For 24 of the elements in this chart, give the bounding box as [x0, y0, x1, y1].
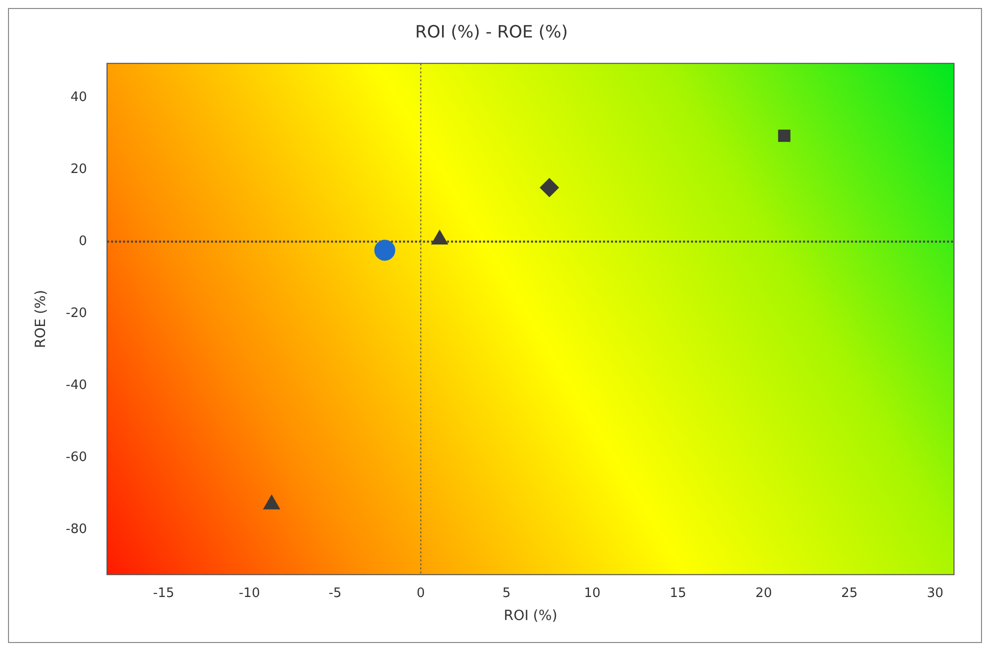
- y-tick-label: -80: [66, 522, 88, 537]
- y-tick-label: -60: [66, 450, 88, 465]
- x-tick-label: -15: [152, 586, 174, 601]
- y-tick-label: 0: [78, 234, 88, 249]
- y-axis-title: ROE (%): [33, 290, 50, 348]
- x-tick-label: 10: [584, 586, 601, 601]
- point: [263, 494, 280, 510]
- x-tick-label: -5: [328, 586, 342, 601]
- x-tick-label: 25: [841, 586, 858, 601]
- y-tick-label: -20: [66, 306, 88, 321]
- x-tick-label: 15: [670, 586, 686, 601]
- x-tick-label: -10: [238, 586, 260, 601]
- point: [540, 178, 559, 198]
- point: [374, 240, 396, 261]
- y-tick-label: -40: [66, 378, 88, 393]
- x-tick-label: 0: [416, 586, 425, 601]
- x-axis-title: ROI (%): [504, 608, 558, 624]
- x-tick-label: 30: [926, 586, 944, 601]
- y-tick-label: 40: [70, 90, 88, 105]
- x-tick-label: 20: [755, 586, 772, 601]
- x-tick-label: 5: [502, 586, 511, 601]
- point: [778, 130, 790, 142]
- chart-title: ROI (%) - ROE (%): [415, 22, 568, 43]
- y-tick-label: 20: [70, 162, 88, 177]
